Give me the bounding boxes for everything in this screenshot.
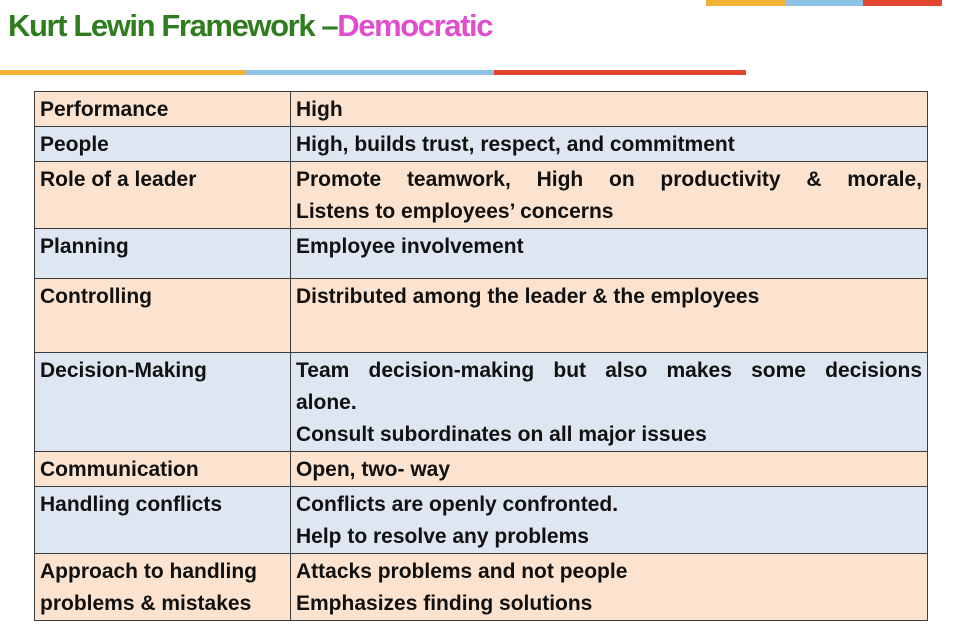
row-value-line: Attacks problems and not people [296, 560, 628, 583]
row-value-line: Conflicts are openly confronted. [296, 493, 619, 516]
row-value: Employee involvement [290, 228, 928, 279]
row-value-line: Promote teamwork, High on productivity &… [296, 168, 922, 191]
row-value-line: Employee involvement [296, 235, 524, 258]
row-value-line: Team decision-making but also makes some… [296, 359, 922, 382]
row-value: Team decision-making but also makes some… [290, 352, 928, 452]
row-label: Handling conflicts [34, 486, 291, 554]
row-label: Controlling [34, 278, 291, 353]
table-row: Role of a leader Promote teamwork, High … [34, 161, 928, 229]
row-label: People [34, 126, 291, 162]
top-tab-blue [784, 0, 864, 6]
table-row: Communication Open, two- way [34, 451, 928, 487]
row-value: High [290, 91, 928, 127]
divider-orange [0, 70, 246, 75]
row-value: Conflicts are openly confronted. Help to… [290, 486, 928, 554]
row-value: Open, two- way [290, 451, 928, 487]
row-value: Promote teamwork, High on productivity &… [290, 161, 928, 229]
page-title: Kurt Lewin Framework –Democratic [8, 6, 494, 46]
table-row: Decision-Making Team decision-making but… [34, 352, 928, 452]
row-value-line: alone. [296, 391, 357, 414]
row-label: Performance [34, 91, 291, 127]
table-row: Handling conflicts Conflicts are openly … [34, 486, 928, 554]
row-value-line: Help to resolve any problems [296, 525, 589, 548]
row-label: Decision-Making [34, 352, 291, 452]
row-value: Attacks problems and not people Emphasiz… [290, 553, 928, 621]
table-row: Planning Employee involvement [34, 228, 928, 279]
framework-table: Performance High People High, builds tru… [34, 91, 928, 621]
title-accent: Democratic [337, 8, 493, 43]
top-tab-red [863, 0, 943, 6]
table-row: Controlling Distributed among the leader… [34, 278, 928, 353]
row-value-line: Listens to employees’ concerns [296, 200, 614, 223]
row-value-line: Distributed among the leader & the emplo… [296, 285, 760, 308]
row-label: Planning [34, 228, 291, 279]
divider-red [494, 70, 746, 75]
table-row: Approach to handling problems & mistakes… [34, 553, 928, 621]
row-label-line: problems & mistakes [40, 592, 252, 615]
title-main: Kurt Lewin Framework [8, 8, 316, 43]
row-label: Approach to handling problems & mistakes [34, 553, 291, 621]
row-value-line: Emphasizes finding solutions [296, 592, 593, 615]
row-label: Role of a leader [34, 161, 291, 229]
row-value-line: Open, two- way [296, 458, 451, 481]
top-tab-strip [706, 0, 943, 6]
table-row: People High, builds trust, respect, and … [34, 126, 928, 162]
row-label: Communication [34, 451, 291, 487]
title-dash: – [321, 8, 338, 43]
row-value-line: High, builds trust, respect, and commitm… [296, 133, 735, 156]
divider-blue [246, 70, 494, 75]
row-value: High, builds trust, respect, and commitm… [290, 126, 928, 162]
row-label-line: Approach to handling [40, 560, 257, 583]
top-tab-orange [706, 0, 785, 6]
row-value-line: High [296, 98, 343, 121]
table-row: Performance High [34, 91, 928, 127]
header-divider [0, 70, 746, 75]
row-value: Distributed among the leader & the emplo… [290, 278, 928, 353]
row-value-line: Consult subordinates on all major issues [296, 423, 707, 446]
